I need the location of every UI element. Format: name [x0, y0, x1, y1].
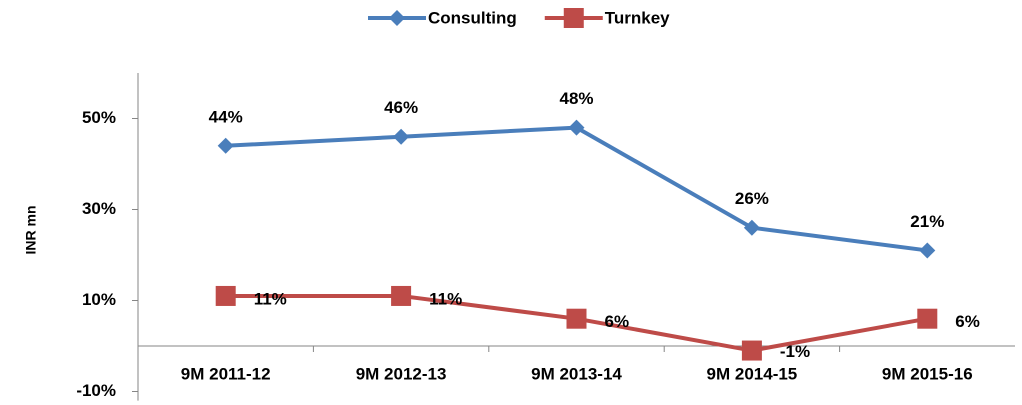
y-tick-label: 10% — [82, 290, 116, 309]
y-tick-label: 50% — [82, 108, 116, 127]
y-tick-label: 30% — [82, 199, 116, 218]
marker — [215, 285, 236, 306]
data-label: 46% — [384, 98, 418, 117]
y-axis-title: INR mn — [23, 206, 39, 255]
marker — [389, 10, 405, 26]
x-tick-label: 9M 2013-14 — [531, 364, 622, 383]
marker — [391, 285, 412, 306]
marker — [566, 308, 587, 329]
x-tick-label: 9M 2015-16 — [882, 364, 973, 383]
marker — [917, 308, 938, 329]
x-tick-label: 9M 2014-15 — [707, 364, 798, 383]
marker — [741, 340, 762, 361]
data-label: 6% — [605, 312, 630, 331]
x-tick-label: 9M 2011-12 — [181, 364, 271, 383]
series-line — [225, 125, 928, 253]
marker — [563, 8, 584, 28]
marker — [919, 242, 936, 259]
x-tick-label: 9M 2012-13 — [356, 364, 447, 383]
marker — [568, 119, 585, 136]
legend-label: Consulting — [428, 8, 517, 27]
data-label: 11% — [429, 289, 462, 308]
data-label: 48% — [559, 89, 593, 108]
data-label: -1% — [780, 342, 810, 361]
data-label: 11% — [254, 289, 287, 308]
y-tick-label: -10% — [76, 381, 116, 400]
data-label: 44% — [209, 107, 243, 126]
marker — [393, 128, 410, 145]
marker — [743, 219, 760, 236]
data-label: 26% — [735, 189, 769, 208]
data-label: 6% — [955, 312, 980, 331]
data-label: 21% — [910, 212, 944, 231]
legend-label: Turnkey — [605, 8, 670, 27]
marker — [217, 137, 234, 154]
